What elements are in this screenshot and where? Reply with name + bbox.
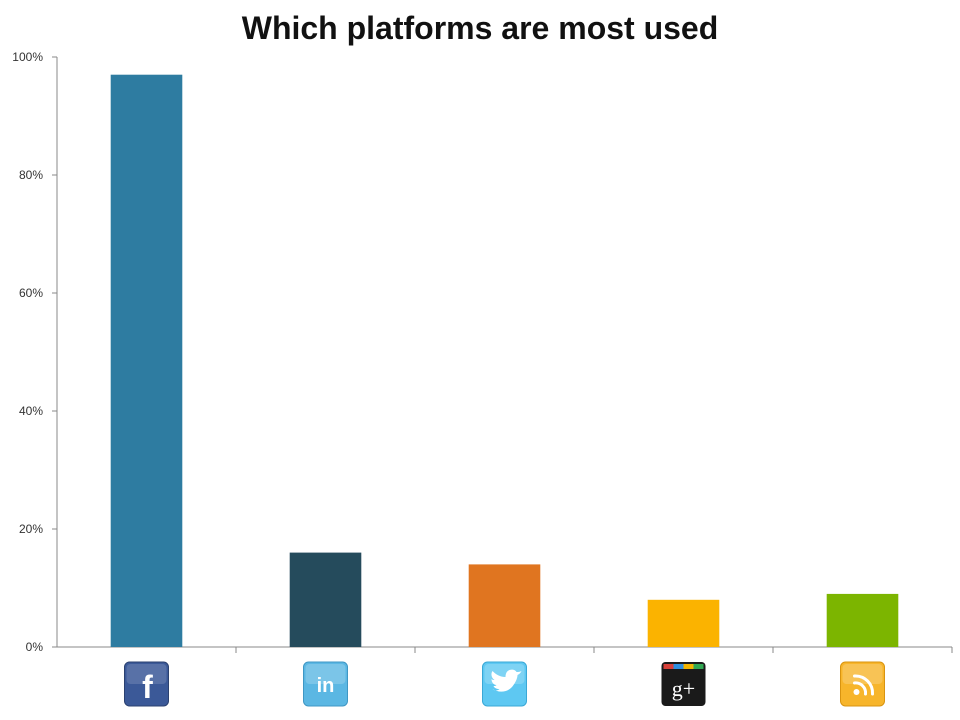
bar-rss (826, 593, 899, 647)
bar-twitter (468, 564, 541, 647)
google-plus-icon: g+ (661, 662, 706, 706)
twitter-icon (482, 661, 527, 707)
bars (110, 74, 899, 647)
linkedin-icon: in (303, 661, 348, 707)
y-tick-label: 20% (19, 522, 43, 536)
bar-linkedin (289, 552, 362, 647)
svg-text:g+: g+ (672, 676, 695, 701)
y-tick-label: 0% (26, 640, 44, 654)
svg-text:f: f (142, 669, 153, 705)
bar-facebook (110, 74, 183, 647)
chart-title: Which platforms are most used (241, 10, 719, 46)
svg-text:in: in (317, 675, 335, 697)
y-tick-label: 40% (19, 404, 43, 418)
y-tick-label: 60% (19, 286, 43, 300)
rss-icon (840, 661, 885, 707)
category-icons: f in g+ (124, 661, 885, 707)
bar-google-plus (647, 599, 720, 647)
facebook-icon: f (124, 661, 169, 707)
y-tick-label: 80% (19, 168, 43, 182)
y-tick-label: 100% (12, 50, 43, 64)
